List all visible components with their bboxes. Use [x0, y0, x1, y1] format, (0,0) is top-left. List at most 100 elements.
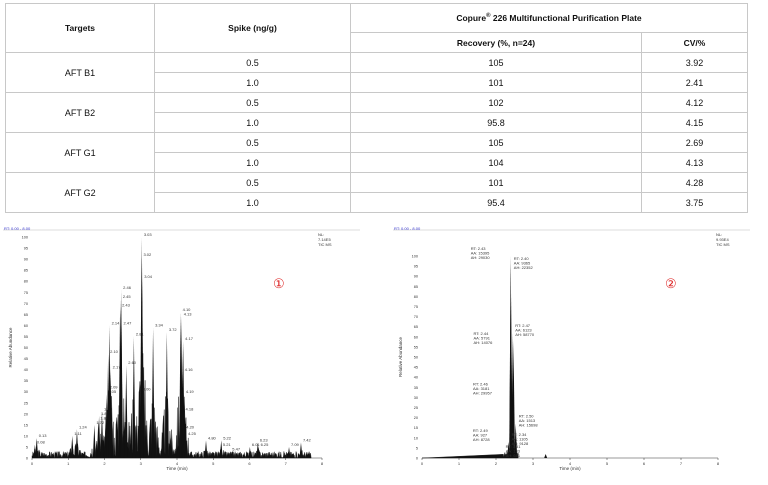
- x-tick-label: 8: [321, 461, 324, 466]
- peak-label: 7.42: [303, 438, 312, 443]
- peak-label: 2.17: [113, 365, 122, 370]
- spike-cell: 0.5: [154, 132, 351, 153]
- peak-annotation: AA: 6123: [515, 327, 532, 332]
- peak-annotation: RT: 2.44: [473, 331, 489, 336]
- recovery-cell: 105: [350, 52, 642, 73]
- peak-label: 2.81: [136, 331, 145, 336]
- corner-label: TIC MS: [318, 242, 332, 247]
- peak: [70, 435, 74, 458]
- y-tick-label: 20: [24, 412, 28, 416]
- peak-annotation: AA: 1513: [519, 418, 536, 423]
- spike-cell: 1.0: [154, 112, 351, 133]
- peak: [511, 437, 515, 458]
- peak-annotation: RT: 2.34: [512, 432, 528, 437]
- peak-label: 2.45: [123, 294, 132, 299]
- y-tick-label: 30: [24, 390, 28, 394]
- peak-annotation: RT: 2.40: [514, 256, 530, 261]
- x-tick-label: 6: [643, 461, 646, 466]
- cv-cell: 4.12: [641, 92, 748, 113]
- peak: [299, 442, 303, 458]
- spike-cell: 1.0: [154, 72, 351, 93]
- range-label: RT: 0.00 - 8.00: [4, 226, 31, 231]
- y-tick-label: 80: [24, 280, 28, 284]
- peak-label: 4.25: [188, 431, 197, 436]
- spike-cell: 1.0: [154, 192, 351, 213]
- y-tick-label: 60: [414, 335, 418, 339]
- x-axis-label: Time (min): [559, 466, 581, 471]
- x-tick-label: 3: [140, 461, 143, 466]
- y-tick-label: 55: [24, 335, 28, 339]
- recovery-cell: 101: [350, 72, 642, 93]
- header-spike: Spike (ng/g): [154, 3, 351, 53]
- x-tick-label: 4: [569, 461, 572, 466]
- peak-annotation: AA: 5791: [473, 335, 490, 340]
- peak-label: 0.08: [37, 440, 46, 445]
- peak-label: 1.72: [96, 420, 105, 425]
- peak-label: 3.04: [144, 274, 153, 279]
- peak-label: 4.10: [183, 307, 192, 312]
- y-tick-label: 5: [416, 446, 418, 450]
- peak: [132, 336, 136, 458]
- cv-cell: 4.28: [641, 172, 748, 193]
- y-axis-label: Relative Abundance: [398, 336, 403, 377]
- y-tick-label: 0: [26, 457, 28, 461]
- peak-label: 2.05: [108, 389, 117, 394]
- y-tick-label: 45: [414, 366, 418, 370]
- table-row: 1.0 95.4 3.75: [6, 192, 748, 213]
- peak: [97, 416, 101, 458]
- peak: [228, 451, 232, 458]
- peak-annotation: AH: 29957: [473, 390, 493, 395]
- peak-annotation: AA: 15395: [471, 251, 490, 256]
- peak: [179, 312, 183, 458]
- y-tick-label: 55: [414, 345, 418, 349]
- peak: [151, 327, 155, 458]
- peak-annotation: AA: 927: [473, 432, 488, 437]
- peak: [182, 429, 186, 458]
- peak-label: 3.34: [155, 323, 164, 328]
- peak-label: 2.09: [110, 384, 119, 389]
- peak: [124, 365, 128, 458]
- peak-annotation: AH: 14076: [473, 340, 493, 345]
- recovery-cell: 95.8: [350, 112, 642, 133]
- chart-marker: ①: [273, 276, 285, 291]
- peak: [257, 446, 261, 458]
- target-cell: AFT G2: [5, 172, 155, 213]
- peak-label: 5.21: [223, 442, 232, 447]
- baseline-noise: [421, 451, 519, 459]
- peak-annotation: AH: 9128: [512, 441, 529, 446]
- y-tick-label: 10: [414, 436, 418, 440]
- peak-annotation: AA: 133: [506, 448, 521, 453]
- x-tick-label: 2: [495, 461, 498, 466]
- x-tick-label: 0: [31, 461, 34, 466]
- peak-label: 6.25: [261, 442, 270, 447]
- peak-label: 3.72: [169, 327, 178, 332]
- y-tick-label: 75: [24, 291, 28, 295]
- header-targets: Targets: [5, 3, 155, 53]
- peak-annotation: RT: 2.49: [473, 428, 489, 433]
- cv-cell: 3.92: [641, 52, 748, 73]
- y-tick-label: 30: [414, 396, 418, 400]
- target-cell: AFT B1: [5, 52, 155, 93]
- peak: [92, 424, 96, 458]
- peak-label: 0.13: [39, 433, 48, 438]
- y-tick-label: 25: [24, 401, 28, 405]
- x-tick-label: 5: [606, 461, 609, 466]
- table-row: AFT G1 0.5 105 2.69: [5, 132, 748, 173]
- peak-label: 2.46: [123, 285, 132, 290]
- spike-cell: 1.0: [154, 152, 351, 173]
- peak-label: 2.10: [110, 349, 119, 354]
- x-tick-label: 6: [248, 461, 251, 466]
- y-tick-label: 25: [414, 406, 418, 410]
- y-tick-label: 15: [414, 426, 418, 430]
- peak: [507, 441, 511, 458]
- peak-label: 4.19: [186, 389, 195, 394]
- y-tick-label: 100: [412, 255, 418, 259]
- y-tick-label: 0: [416, 457, 418, 461]
- range-label: RT: 0.00 - 8.00: [394, 226, 421, 231]
- peak-label: 1.83: [100, 415, 109, 420]
- peak: [184, 435, 188, 458]
- peak-annotation: RT: 2.47: [515, 323, 531, 328]
- y-tick-label: 35: [24, 379, 28, 383]
